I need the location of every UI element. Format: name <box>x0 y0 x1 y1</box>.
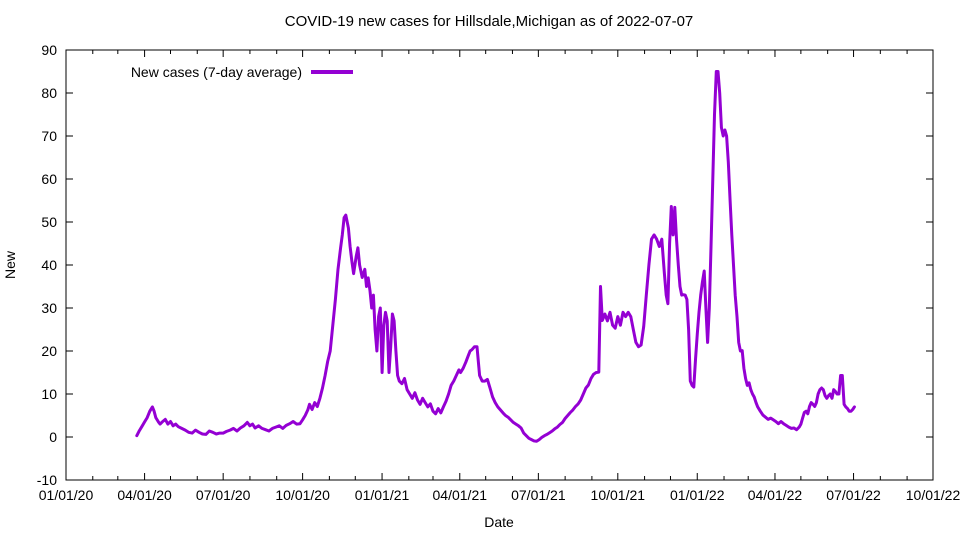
x-tick-label: 01/01/20 <box>39 487 94 503</box>
y-tick-label: 30 <box>41 300 57 316</box>
y-tick-label: 90 <box>41 42 57 58</box>
legend-label: New cases (7-day average) <box>131 64 302 80</box>
x-tick-label: 04/01/20 <box>117 487 172 503</box>
x-tick-label: 07/01/21 <box>511 487 566 503</box>
y-tick-label: 80 <box>41 85 57 101</box>
x-tick-label: 04/01/21 <box>433 487 488 503</box>
data-series <box>135 70 856 443</box>
y-tick-label: 20 <box>41 343 57 359</box>
x-tick-label: 04/01/22 <box>748 487 803 503</box>
y-tick-label: -10 <box>37 472 57 488</box>
y-axis-label: New <box>2 250 18 279</box>
x-tick-label: 07/01/20 <box>196 487 251 503</box>
x-tick-label: 10/01/21 <box>591 487 646 503</box>
x-tick-label: 01/01/22 <box>670 487 725 503</box>
series-line <box>135 70 856 443</box>
chart-title: COVID-19 new cases for Hillsdale,Michiga… <box>285 13 694 30</box>
x-tick-label: 10/01/22 <box>906 487 960 503</box>
y-tick-label: 0 <box>49 429 57 445</box>
x-tick-label: 10/01/20 <box>275 487 330 503</box>
x-tick-label: 07/01/22 <box>826 487 881 503</box>
x-axis-label: Date <box>484 514 514 530</box>
y-tick-label: 40 <box>41 257 57 273</box>
x-tick-label: 01/01/21 <box>355 487 410 503</box>
y-tick-label: 60 <box>41 171 57 187</box>
axis-tick-labels: -10 0 10 20 30 40 50 60 70 80 90 01/01/20 04/01/20 07… <box>37 42 960 503</box>
y-tick-label: 70 <box>41 128 57 144</box>
axis-ticks <box>65 49 934 481</box>
y-tick-label: 10 <box>41 386 57 402</box>
y-tick-label: 50 <box>41 214 57 230</box>
